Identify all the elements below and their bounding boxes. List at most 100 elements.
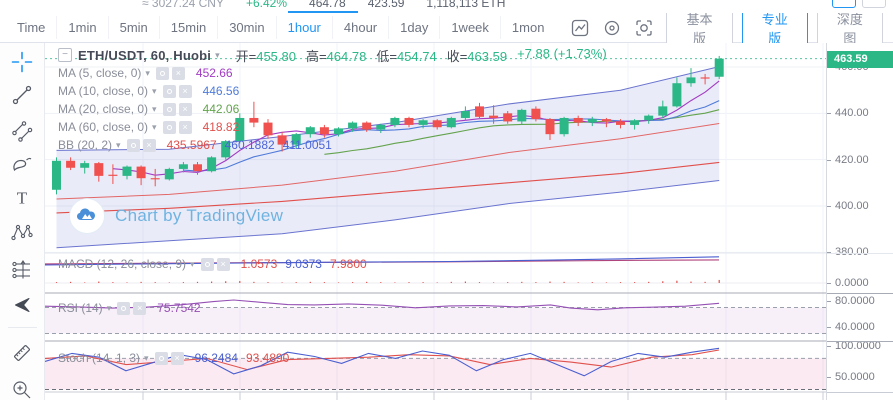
- interval-1week[interactable]: 1week: [439, 16, 500, 39]
- macd-dif-line: [45, 256, 720, 266]
- axis-tick-mark: [827, 283, 831, 284]
- forecast-icon[interactable]: [11, 259, 33, 281]
- indicator-label: MA (20, close, 0): [58, 102, 149, 116]
- indicator-remove-icon[interactable]: ×: [178, 102, 192, 116]
- indicator-value: 446.56: [202, 84, 240, 98]
- axis-tick-mark: [827, 377, 831, 378]
- collapse-legend-icon[interactable]: −: [58, 48, 72, 62]
- chevron-down-icon[interactable]: ▾: [152, 103, 157, 114]
- indicator-row-stoch[interactable]: Stoch (14, 1, 3) ▾ × 96.2484 93.4890: [58, 349, 289, 367]
- symbol-legend-row[interactable]: − ETH/USDT, 60, Huobi ▾ 开=455.80 高=464.78…: [58, 46, 607, 64]
- top-stats-bar: ≈ 3027.24 CNY +6.42% 464.78 423.59 1,118,113…: [0, 0, 893, 13]
- indicator-remove-icon[interactable]: ×: [142, 138, 156, 152]
- text-icon[interactable]: T: [11, 187, 33, 209]
- indicator-row-ma10[interactable]: MA (10, close, 0) ▾ × 446.56: [58, 82, 607, 100]
- indicator-remove-icon[interactable]: ×: [216, 257, 230, 271]
- indicator-row-ma5[interactable]: MA (5, close, 0) ▾ × 452.66: [58, 64, 607, 82]
- chevron-down-icon[interactable]: ▾: [144, 352, 149, 363]
- indicator-value: 452.66: [195, 66, 233, 80]
- bb-band-fill: [56, 66, 720, 248]
- xabcd-pattern-icon[interactable]: [11, 222, 33, 244]
- price-axis-label: 440.00: [835, 107, 869, 120]
- indicator-row-ma20[interactable]: MA (20, close, 0) ▾ × 442.06: [58, 100, 607, 118]
- low-24h: 423.59: [367, 0, 405, 10]
- indicator-settings-icon[interactable]: [162, 84, 176, 98]
- indicator-settings-icon[interactable]: [126, 138, 140, 152]
- interval-5min[interactable]: 5min: [107, 16, 159, 39]
- interval-1day[interactable]: 1day: [388, 16, 439, 39]
- indicator-icon[interactable]: [567, 15, 593, 41]
- trend-line-icon[interactable]: [11, 84, 33, 106]
- indicator-remove-icon[interactable]: ×: [178, 84, 192, 98]
- chevron-down-icon[interactable]: ▾: [116, 139, 121, 150]
- indicator-settings-icon[interactable]: [162, 120, 176, 134]
- ohlc-values: 开=455.80 高=464.78 低=454.74 收=463.59 +7.88 (+…: [226, 46, 607, 65]
- cutoff-button-right[interactable]: [862, 0, 886, 8]
- indicator-label: MA (10, close, 0): [58, 84, 149, 98]
- price-axis[interactable]: 460.00440.00420.00400.00380.000.000080.0…: [826, 43, 893, 400]
- indicator-value: 1.0573: [240, 257, 278, 271]
- indicator-row-rsi[interactable]: RSI (14) ▾ × 75.7542: [58, 299, 201, 317]
- interval-15min[interactable]: 15min: [158, 16, 217, 39]
- interval-1min[interactable]: 1min: [56, 16, 107, 39]
- indicator-settings-icon[interactable]: [154, 351, 168, 365]
- indicator-settings-icon[interactable]: [117, 301, 131, 315]
- interval-1hour[interactable]: 1hour: [275, 16, 332, 39]
- symbol-title: ETH/USDT, 60, Huobi: [78, 47, 212, 63]
- zoom-in-icon[interactable]: [11, 379, 33, 400]
- chevron-down-icon[interactable]: ▾: [152, 85, 157, 96]
- chevron-down-icon[interactable]: ▾: [190, 258, 195, 269]
- price-axis-label: 400.00: [835, 199, 869, 212]
- parallel-lines-icon[interactable]: [11, 120, 33, 142]
- axis-tick-mark: [827, 301, 831, 302]
- indicator-label: BB (20, 2): [58, 138, 113, 152]
- chevron-down-icon[interactable]: ▾: [145, 67, 150, 78]
- indicator-remove-icon[interactable]: ×: [171, 66, 185, 80]
- axis-tick-mark: [827, 159, 831, 161]
- axis-divider: [827, 392, 893, 393]
- indicator-label: MACD (12, 26, close, 9): [58, 257, 187, 271]
- indicator-value: 96.2484: [194, 351, 238, 365]
- ohlc-item: 低=454.74: [376, 48, 437, 64]
- screenshot-icon[interactable]: [631, 15, 657, 41]
- indicator-row-ma60[interactable]: MA (60, close, 0) ▾ × 418.82: [58, 118, 607, 136]
- high-24h: 464.78: [309, 0, 346, 10]
- svg-text:T: T: [17, 189, 28, 208]
- chevron-down-icon[interactable]: ▾: [106, 302, 112, 313]
- indicator-value: 7.9800: [329, 257, 367, 271]
- indicator-value: 460.1882: [224, 138, 275, 152]
- interval-1mon[interactable]: 1mon: [499, 16, 556, 39]
- settings-icon[interactable]: [599, 15, 625, 41]
- indicator-remove-icon[interactable]: ×: [133, 301, 147, 315]
- indicator-remove-icon[interactable]: ×: [170, 351, 184, 365]
- indicator-row-macd[interactable]: MACD (12, 26, close, 9) ▾ × 1.0573 9.0373 7.9…: [58, 255, 367, 273]
- chevron-down-icon[interactable]: ▾: [152, 121, 157, 132]
- crosshair-icon[interactable]: [11, 51, 33, 73]
- indicator-remove-icon[interactable]: ×: [178, 120, 192, 134]
- hide-panel-arrow-icon[interactable]: [11, 294, 33, 316]
- chevron-down-icon[interactable]: ▾: [215, 49, 220, 60]
- interval-4hour[interactable]: 4hour: [331, 16, 388, 39]
- interval-time[interactable]: Time: [17, 20, 46, 35]
- axis-tick-mark: [827, 205, 831, 207]
- approx-cny-value: ≈ 3027.24 CNY: [142, 0, 224, 10]
- axis-tick-mark: [827, 346, 831, 347]
- watermark-text: Chart by TradingView: [115, 206, 284, 225]
- indicator-settings-icon[interactable]: [200, 257, 214, 271]
- indicator-row-bb[interactable]: BB (20, 2) ▾ × 435.5967 460.1882 411.0051: [58, 136, 607, 154]
- indicator-settings-icon[interactable]: [155, 66, 169, 80]
- stoch-axis-label: 50.0000: [835, 371, 875, 383]
- axis-divider: [827, 253, 893, 254]
- indicator-value: 418.82: [202, 120, 240, 134]
- indicator-settings-icon[interactable]: [162, 102, 176, 116]
- indicator-value: 411.0051: [282, 138, 332, 152]
- price-axis-label: 380.00: [835, 245, 869, 259]
- cutoff-button-left[interactable]: [832, 0, 856, 8]
- interval-30min[interactable]: 30min: [217, 16, 275, 39]
- tradingview-watermark: Chart by TradingView: [69, 198, 283, 234]
- chart-area[interactable]: Chart by TradingView − ETH/USDT, 60, Huo…: [45, 43, 826, 400]
- brush-icon[interactable]: [11, 154, 33, 176]
- toolbar-icon-buttons: [561, 15, 657, 41]
- ohlc-item: 高=464.78: [305, 48, 367, 64]
- ruler-icon[interactable]: [11, 342, 33, 364]
